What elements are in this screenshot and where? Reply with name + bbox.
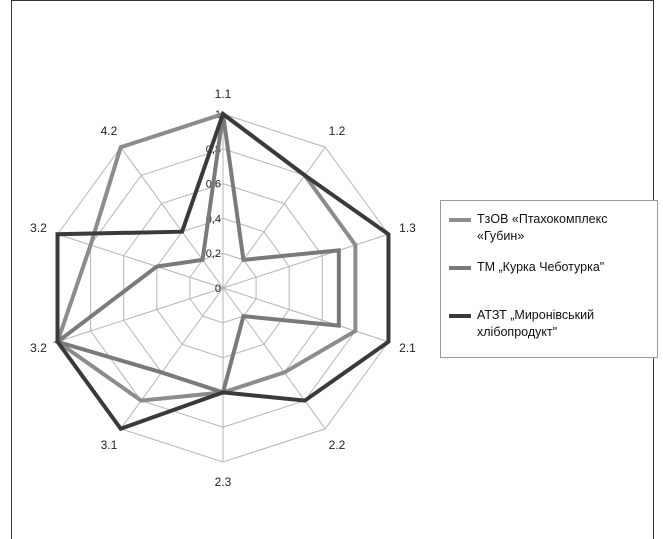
legend-swatch-3 [449, 314, 471, 318]
axis-label-6: 2.3 [215, 475, 232, 489]
axis-label-5: 2.2 [329, 438, 346, 452]
legend-label-3: АТЗТ „Миронівський хлібопродукт" [477, 308, 595, 339]
axis-label-10: 4.2 [101, 124, 118, 138]
legend-item-2: ТМ „Курка Чеботурка" [449, 259, 657, 276]
axis-label-1: 1.1 [215, 87, 232, 101]
legend-item-1: ТзОВ «Птахокомплекс «Губин» [449, 211, 652, 245]
spoke-5 [222, 287, 326, 430]
legend-label-1: ТзОВ «Птахокомплекс «Губин» [477, 212, 608, 243]
axis-label-9: 3.2 [30, 221, 47, 235]
tick-label-1: 0,2 [206, 248, 221, 260]
spoke-7 [120, 287, 224, 430]
spoke-4 [222, 287, 389, 343]
legend-swatch-2 [449, 266, 471, 270]
spoke-2 [222, 146, 326, 289]
axis-label-3: 1.3 [399, 221, 416, 235]
legend-item-3: АТЗТ „Миронівський хлібопродукт" [449, 307, 647, 341]
spoke-3 [222, 233, 389, 289]
axis-label-2: 1.2 [329, 124, 346, 138]
axis-label-4: 2.1 [399, 341, 416, 355]
spoke-9 [57, 233, 224, 289]
series-line-3 [55, 110, 391, 432]
spoke-8 [57, 287, 224, 343]
radar-chart: 00,20,40,60,81 1.11.21.32.12.22.33.13.23… [30, 87, 416, 489]
axis-labels: 1.1 1.2 1.3 2.1 2.2 2.3 3.1 3.2 3.2 4.2 [30, 87, 416, 489]
legend: ТзОВ «Птахокомплекс «Губин» ТМ „Курка Че… [440, 200, 658, 358]
series-group [53, 110, 391, 432]
spoke-10 [120, 146, 224, 289]
legend-swatch-1 [449, 218, 471, 222]
tick-label-0: 0 [215, 283, 221, 295]
axis-label-8: 3.2 [30, 341, 47, 355]
legend-label-2: ТМ „Курка Чеботурка" [477, 260, 605, 274]
axis-label-7: 3.1 [101, 438, 118, 452]
